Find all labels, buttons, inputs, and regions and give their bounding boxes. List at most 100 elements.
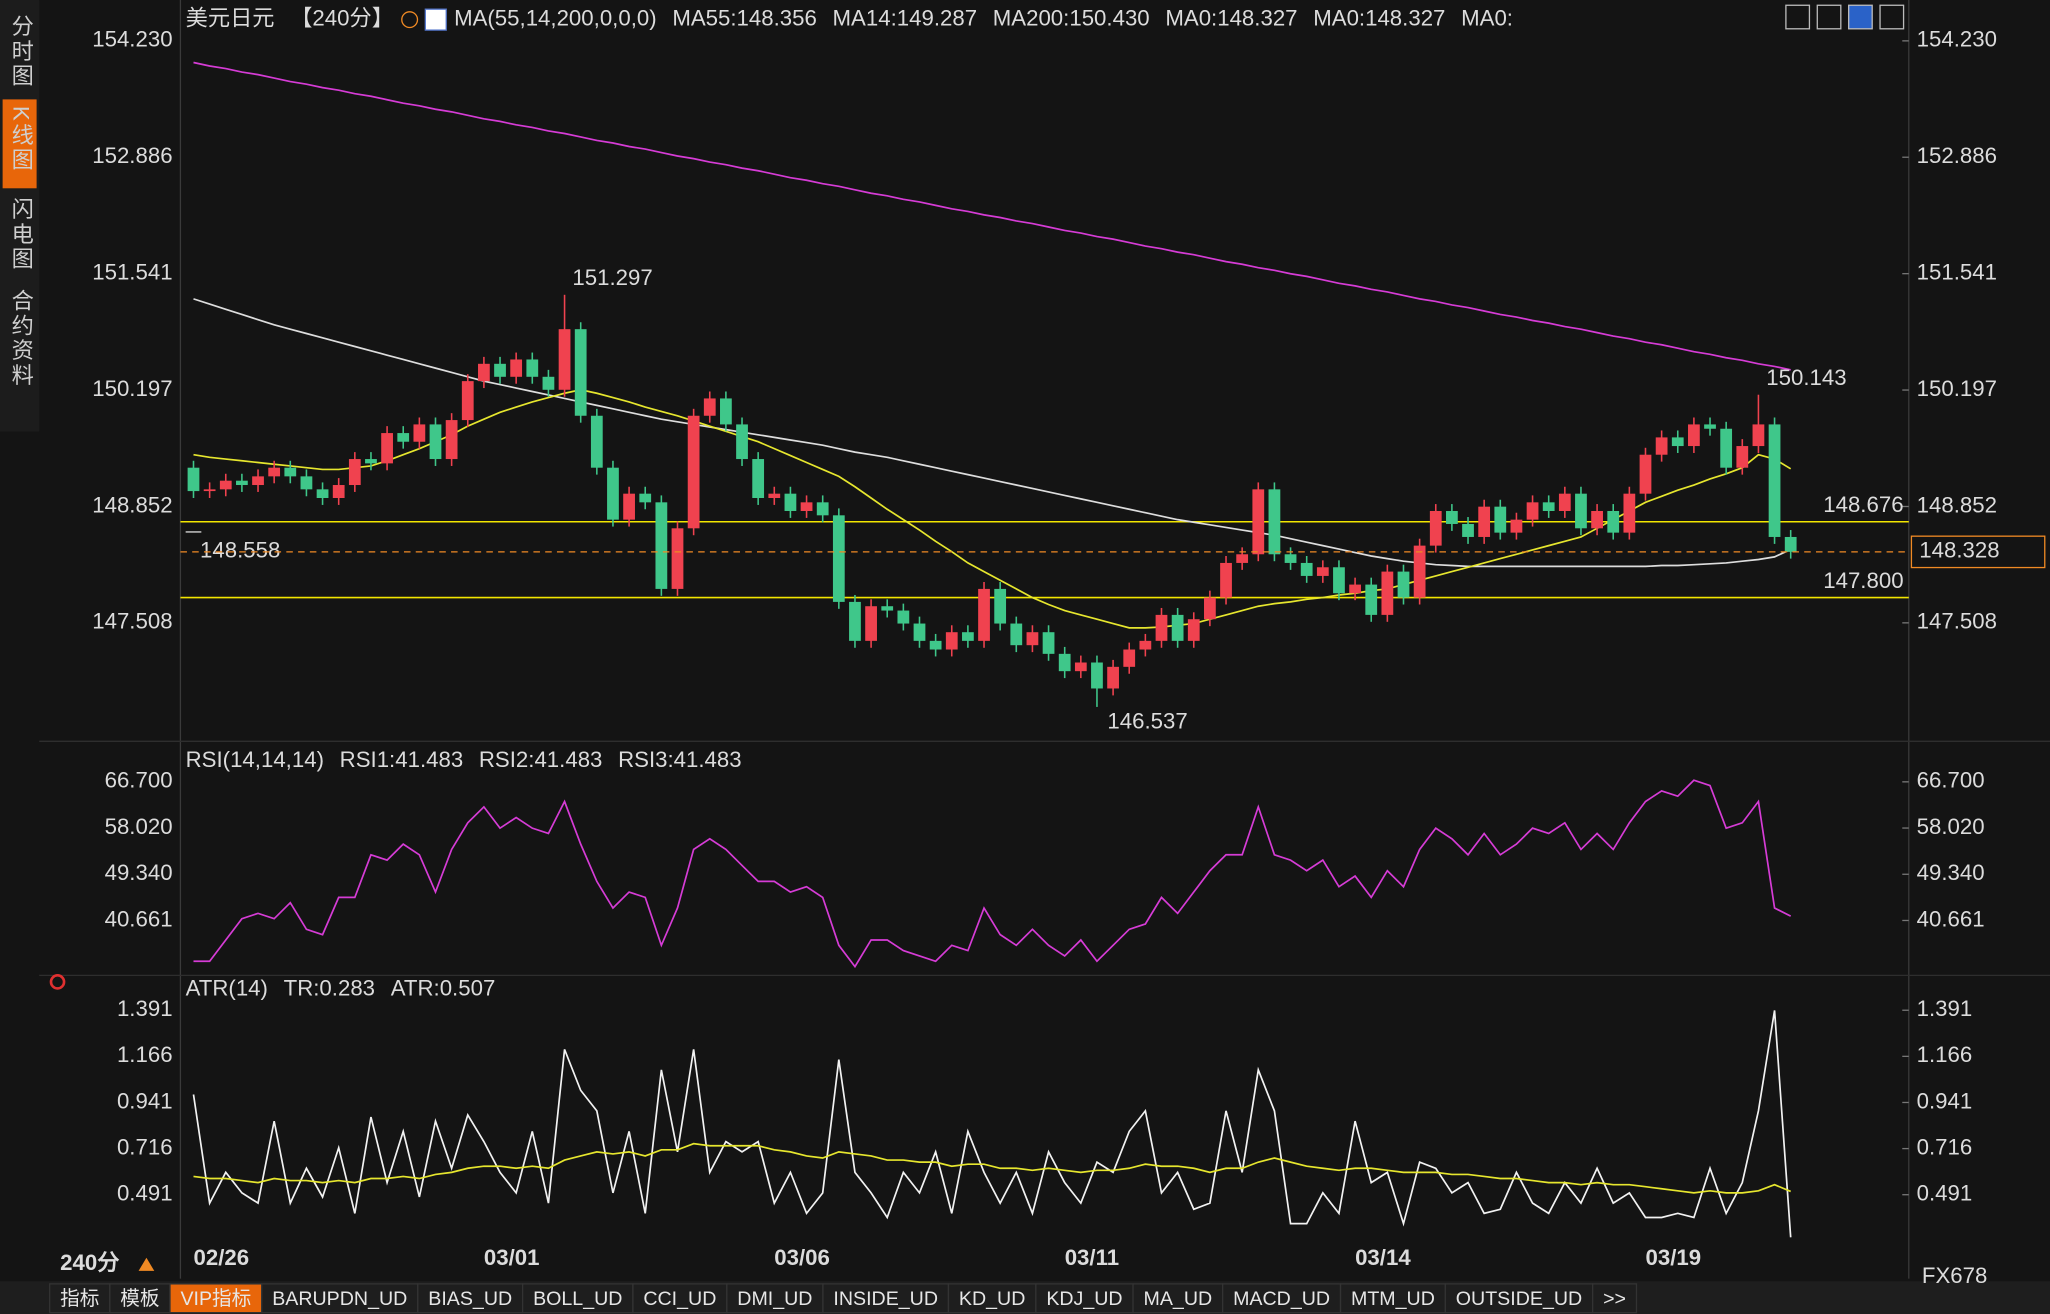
bottom-tab-bg[interactable] — [417, 1283, 524, 1314]
bottom-tab-bg[interactable] — [822, 1283, 950, 1314]
candle-body — [994, 588, 1007, 624]
toolbar-icons[interactable] — [1785, 4, 1905, 30]
bottom-tab[interactable]: CCI_UD — [632, 1283, 728, 1314]
sidebar-tab-bg[interactable] — [2, 99, 37, 189]
bottom-tab-label[interactable]: VIP指标 — [180, 1288, 251, 1310]
bottom-tab[interactable]: VIP指标 — [169, 1283, 263, 1314]
candle-body — [1220, 562, 1232, 598]
bottom-tab-label[interactable]: MACD_UD — [1233, 1288, 1330, 1310]
bottom-tab-label[interactable]: KD_UD — [959, 1288, 1025, 1310]
bottom-tab-bg[interactable] — [521, 1283, 634, 1314]
y-tick-label: 1.391 — [1917, 996, 1973, 1021]
bottom-tab[interactable]: MACD_UD — [1221, 1283, 1342, 1314]
candle-body — [865, 606, 877, 641]
bottom-tab-label[interactable]: 模板 — [120, 1288, 159, 1310]
y-tick-label: 152.886 — [92, 143, 172, 168]
bottom-tab-label[interactable]: BIAS_UD — [428, 1288, 512, 1310]
bottom-tab-bg[interactable] — [1221, 1283, 1342, 1314]
bottom-tab-label[interactable]: CCI_UD — [643, 1288, 716, 1310]
sidebar-tab-label[interactable]: 分时图 — [9, 14, 34, 89]
candle-body — [1413, 545, 1426, 598]
candle-body — [720, 398, 732, 425]
horizontal-line-label: 148.676 — [1823, 492, 1903, 517]
bottom-tab[interactable]: MA_UD — [1132, 1283, 1224, 1314]
candle-body — [429, 424, 442, 460]
x-tick-label: 03/01 — [484, 1245, 540, 1270]
y-tick-label: 49.340 — [105, 860, 173, 885]
legend-entry: MA0:148.327 — [1313, 6, 1445, 31]
candle-body — [1752, 424, 1765, 447]
bottom-tab[interactable]: BIAS_UD — [417, 1283, 524, 1314]
bottom-tab[interactable]: BARUPDN_UD — [261, 1283, 419, 1314]
bottom-tab[interactable]: KD_UD — [947, 1283, 1037, 1314]
bottom-tab[interactable]: INSIDE_UD — [822, 1283, 950, 1314]
chart-title: RSI(14,14,14) — [186, 747, 324, 772]
sidebar-tab[interactable]: K线图 — [2, 99, 37, 189]
bottom-tab-label[interactable]: BARUPDN_UD — [272, 1288, 407, 1310]
candle-body — [1591, 510, 1603, 529]
bottom-tab-label[interactable]: KDJ_UD — [1046, 1288, 1122, 1310]
layout-icon[interactable] — [1879, 4, 1905, 30]
candle-body — [784, 493, 797, 511]
y-tick-label: 152.886 — [1917, 143, 1997, 168]
bottom-tab-label[interactable]: 指标 — [60, 1288, 99, 1310]
bottom-tab-label[interactable]: MTM_UD — [1351, 1288, 1435, 1310]
bottom-tab-label[interactable]: MA_UD — [1144, 1288, 1213, 1310]
sidebar-tab-bg[interactable] — [2, 282, 37, 398]
timeframe-arrow[interactable] — [138, 1257, 155, 1271]
series-line — [192, 1010, 1792, 1238]
bottom-tab-bg[interactable] — [261, 1283, 419, 1314]
legend-entry: ATR:0.507 — [391, 976, 496, 1001]
left-marker-label: 148.558 — [200, 537, 280, 562]
legend-entry: MA0:148.327 — [1165, 6, 1297, 31]
bottom-tab[interactable]: DMI_UD — [726, 1283, 824, 1314]
bottom-tab-label[interactable]: DMI_UD — [737, 1288, 812, 1310]
candle-body — [1204, 597, 1216, 620]
bottom-tab-label[interactable]: >> — [1603, 1288, 1626, 1310]
candle-body — [1655, 437, 1668, 455]
sidebar-tab-bg[interactable] — [2, 190, 37, 280]
high-annotation: 151.297 — [572, 265, 652, 290]
bottom-tab-bg[interactable] — [1339, 1283, 1446, 1314]
sidebar-tab-bg[interactable] — [2, 7, 37, 97]
sidebar-tab-label[interactable]: 合约资料 — [9, 289, 34, 389]
bottom-tab-label[interactable]: BOLL_UD — [533, 1288, 622, 1310]
bottom-tab[interactable]: >> — [1591, 1283, 1638, 1314]
sidebar-tab[interactable]: 分时图 — [2, 7, 37, 97]
sidebar-tab-label[interactable]: 闪电图 — [9, 197, 34, 272]
bottom-tab-bg[interactable] — [109, 1283, 171, 1314]
bottom-tab[interactable]: 模板 — [109, 1283, 171, 1314]
add-icon[interactable] — [401, 11, 419, 29]
chart-icon — [424, 8, 447, 31]
series-line — [193, 1142, 1792, 1194]
layout-icon[interactable] — [1816, 4, 1842, 30]
bottom-tab[interactable]: BOLL_UD — [521, 1283, 634, 1314]
bottom-tab-bg[interactable] — [1591, 1283, 1638, 1314]
candle-body — [623, 493, 635, 520]
layout-icon[interactable] — [1785, 4, 1811, 30]
bottom-tab[interactable]: 指标 — [49, 1283, 111, 1314]
candle-body — [1107, 666, 1119, 689]
sidebar-tab[interactable]: 合约资料 — [2, 282, 37, 398]
bottom-tab-label[interactable]: OUTSIDE_UD — [1456, 1288, 1582, 1310]
candle-body — [962, 632, 974, 641]
bottom-tab-bg[interactable] — [1035, 1283, 1134, 1314]
candle-body — [574, 329, 587, 416]
sidebar-tab[interactable]: 闪电图 — [2, 190, 37, 280]
candle-body — [1671, 437, 1684, 447]
bottom-tab[interactable]: KDJ_UD — [1035, 1283, 1134, 1314]
timeframe-label[interactable]: 240分 — [60, 1250, 120, 1275]
candle-body — [1365, 584, 1378, 615]
bottom-tab[interactable]: OUTSIDE_UD — [1444, 1283, 1594, 1314]
indicator-icon[interactable] — [49, 974, 66, 990]
bottom-tab-label[interactable]: INSIDE_UD — [833, 1288, 938, 1310]
bottom-tab-bg[interactable] — [632, 1283, 728, 1314]
layout-icon[interactable] — [1848, 4, 1873, 30]
candle-body — [655, 502, 668, 589]
candle-body — [897, 610, 910, 624]
sidebar-tab-label[interactable]: K线图 — [9, 106, 34, 173]
bottom-tab[interactable]: MTM_UD — [1339, 1283, 1446, 1314]
y-tick-label: 0.716 — [1917, 1134, 1973, 1159]
candle-body — [1704, 424, 1716, 429]
